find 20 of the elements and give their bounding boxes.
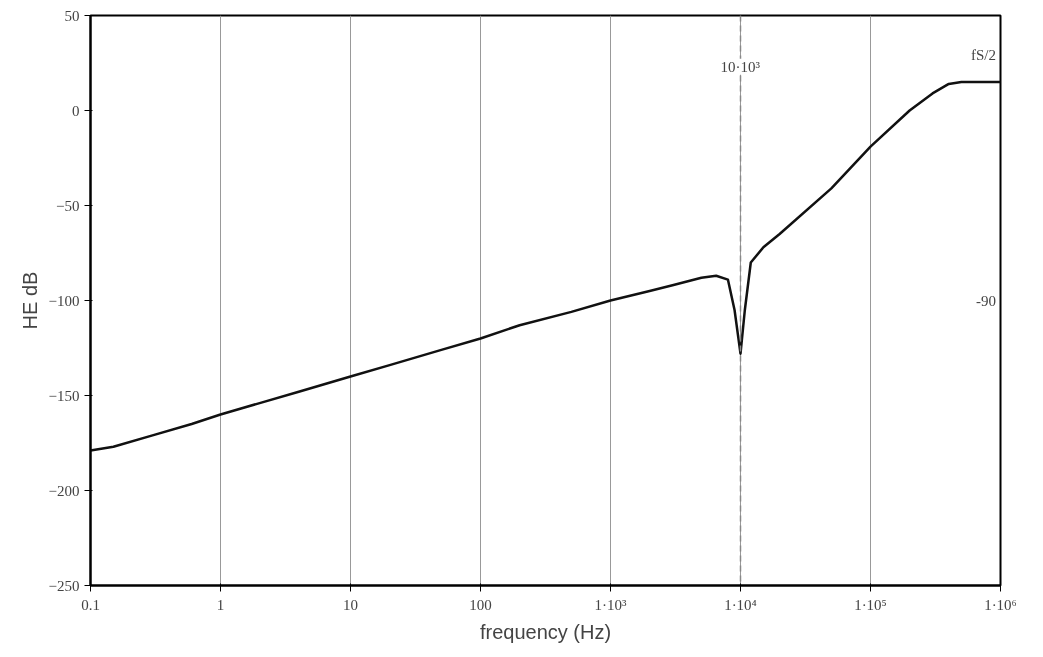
y-tick-label: 50 <box>64 7 80 24</box>
x-tick-label: 10 <box>343 596 358 613</box>
x-tick-label: 1·10⁶ <box>984 596 1017 613</box>
x-tick-label: 1·10⁵ <box>854 596 887 613</box>
annotation: fS/2 <box>970 47 996 64</box>
x-axis-title: frequency (Hz) <box>479 620 612 643</box>
x-tick-label: 1 <box>216 596 225 613</box>
annotation: 10·10³ <box>720 58 761 75</box>
x-tick-label: 1·10³ <box>594 596 627 613</box>
y-tick-label: −200 <box>48 482 80 499</box>
y-axis-title: HE dB <box>18 271 41 330</box>
annotation: -90 <box>975 292 996 309</box>
y-tick-label: 0 <box>72 102 80 119</box>
y-tick-label: −150 <box>48 387 80 404</box>
y-tick-label: −50 <box>56 197 80 214</box>
x-tick-label: 100 <box>469 596 492 613</box>
x-tick-label: 0.1 <box>81 596 100 613</box>
y-tick-label: −100 <box>48 292 80 309</box>
y-tick-label: −250 <box>48 577 80 594</box>
x-tick-label: 1·10⁴ <box>724 596 757 613</box>
